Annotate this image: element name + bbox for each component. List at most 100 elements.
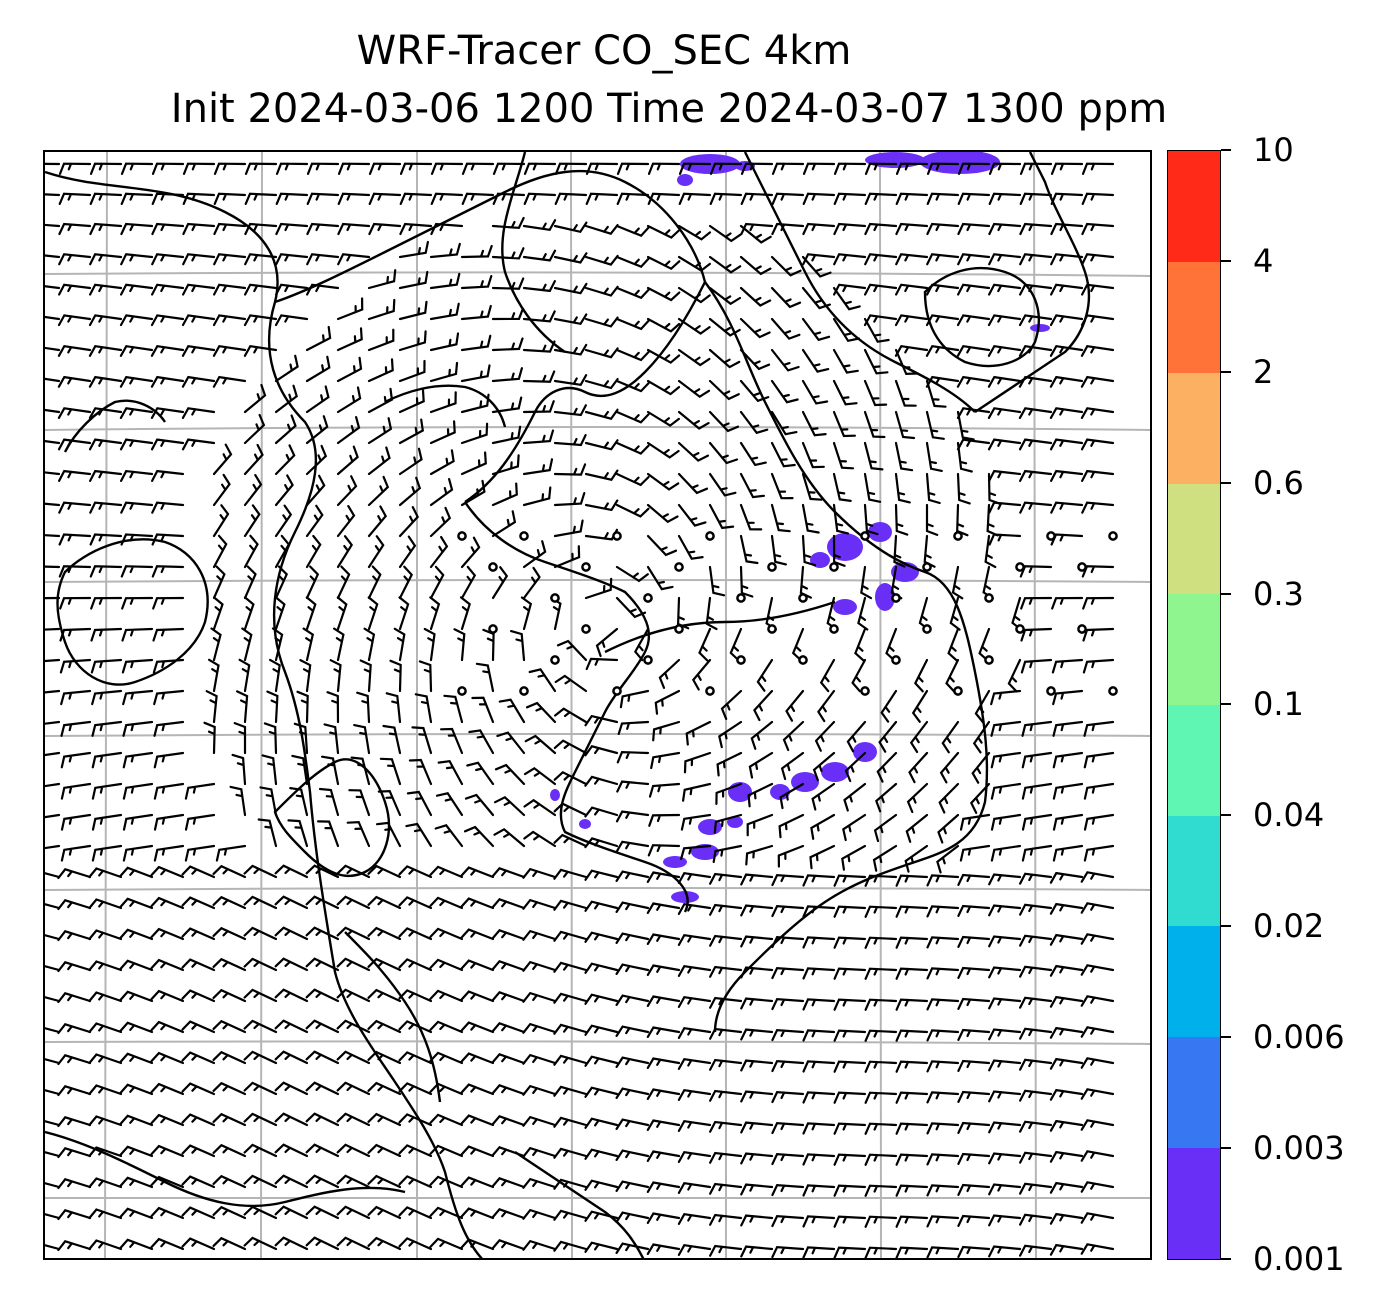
wind-barb [522, 1239, 557, 1251]
wind-barb [615, 810, 650, 823]
wind-barb [771, 873, 805, 887]
calm-marker [519, 686, 529, 696]
wind-barb [460, 1052, 495, 1065]
wind-barb [584, 1024, 619, 1036]
wind-barb [45, 346, 61, 352]
colorbar-tick-label: 0.006 [1253, 1018, 1345, 1056]
wind-barb [305, 415, 329, 445]
calm-marker [705, 531, 715, 541]
wind-barb [45, 751, 61, 757]
wind-barb [393, 627, 406, 662]
calm-marker [488, 624, 498, 634]
wind-barb [959, 813, 991, 831]
wind-barb [646, 565, 674, 591]
colorbar-tick [1221, 1036, 1231, 1038]
wind-barb [289, 787, 309, 817]
wind-barb [1049, 438, 1084, 451]
wind-barb [926, 936, 960, 949]
wind-barb [382, 724, 402, 755]
wind-barb [778, 813, 805, 839]
wind-barb [1081, 565, 1115, 578]
wind-barb [1050, 533, 1084, 546]
wind-barb [633, 627, 650, 662]
wind-barb [1049, 1181, 1084, 1194]
wind-barb [677, 965, 712, 977]
wind-barb [491, 1084, 526, 1096]
wind-barb [153, 782, 185, 800]
wind-barb [244, 283, 278, 296]
wind-barb [120, 469, 154, 482]
wind-barb [119, 866, 154, 879]
wind-barb [925, 314, 960, 327]
wind-barb [646, 871, 681, 883]
wind-barb [895, 1060, 929, 1073]
wind-barb [367, 446, 391, 476]
wind-barb [57, 438, 92, 451]
wind-barb [988, 1214, 1022, 1227]
wind-barb [57, 1023, 92, 1035]
wind-barb [336, 864, 371, 879]
wind-barb [1021, 844, 1053, 862]
wind-barb [45, 534, 61, 538]
wind-barb [556, 639, 588, 662]
colorbar-tick [1221, 703, 1231, 705]
wind-barb [460, 422, 489, 445]
wind-barb [956, 345, 991, 357]
wind-barb [677, 441, 710, 462]
wind-barb [894, 410, 916, 440]
wind-barb [740, 1090, 774, 1103]
wind-barb [801, 441, 825, 469]
wind-barb [832, 472, 852, 502]
wind-barb [748, 751, 774, 779]
wind-barb [770, 441, 796, 468]
wind-barb [398, 447, 423, 476]
wind-barb [460, 304, 492, 321]
wind-barb [647, 162, 681, 175]
wind-barb [926, 1122, 960, 1135]
wind-barb [646, 1119, 681, 1131]
wind-barb [181, 989, 216, 1003]
wind-barb [181, 1051, 216, 1065]
wind-barb [58, 162, 92, 175]
wind-barb [151, 533, 185, 546]
wind-barb [238, 658, 251, 693]
wind-barb [1049, 314, 1084, 327]
wind-barb [1082, 596, 1115, 610]
wind-barb [1049, 1057, 1084, 1070]
wind-barb [336, 297, 364, 321]
wind-barb [460, 451, 487, 476]
wind-barb [522, 1208, 557, 1220]
wind-barb [243, 895, 278, 910]
wind-barb [243, 926, 278, 941]
wind-barb [584, 469, 619, 481]
wind-barb [212, 864, 247, 879]
wind-barb [491, 510, 517, 538]
colorbar-tick-label: 0.1 [1253, 685, 1304, 723]
wind-barb [810, 813, 836, 840]
wind-barb [429, 927, 464, 941]
wind-barb [305, 504, 324, 538]
wind-barb [151, 192, 185, 205]
wind-barb [91, 751, 123, 769]
wind-barb [243, 1081, 278, 1096]
wind-barb [832, 286, 861, 311]
wind-barb [182, 253, 216, 266]
wind-barb [584, 347, 619, 359]
wind-barb [88, 929, 123, 941]
wind-barb [957, 1214, 991, 1227]
wind-barb [405, 822, 433, 848]
wind-barb [399, 222, 433, 236]
wind-barb [1081, 253, 1115, 266]
wind-barb [1080, 1181, 1115, 1193]
calm-marker [705, 686, 715, 696]
wind-barb [326, 691, 340, 724]
wind-barb [864, 222, 898, 236]
wind-barb [305, 1081, 340, 1096]
wind-barb [615, 932, 650, 944]
wind-barb [716, 751, 743, 777]
wind-barb [1080, 438, 1115, 451]
wind-barb [1019, 565, 1053, 578]
calm-marker [1015, 624, 1025, 634]
colorbar-tick-label: 10 [1253, 131, 1294, 169]
wind-barb [429, 535, 449, 569]
